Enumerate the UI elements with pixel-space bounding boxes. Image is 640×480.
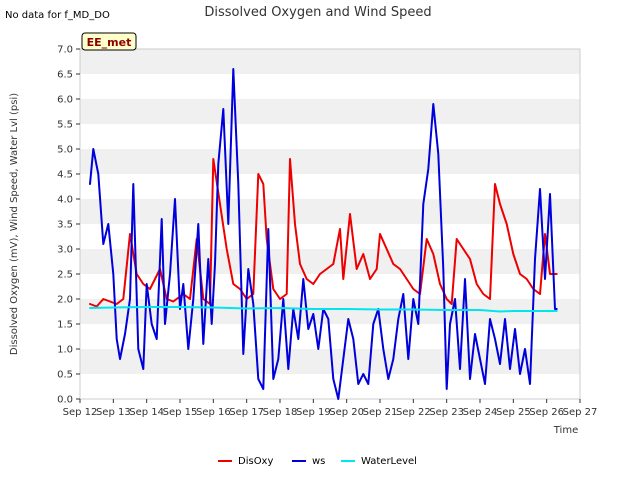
- y-tick-label: 4.5: [57, 170, 73, 181]
- y-tick-label: 0.5: [57, 370, 73, 381]
- y-axis: 0.0 0.5 1.0 1.5 2.0 2.5 3.0 3.5 4.0 4.5 5.0 5.5 6.0 6…: [57, 45, 80, 406]
- legend-label-ws: ws: [312, 456, 325, 467]
- x-axis-label: Time: [553, 425, 578, 436]
- y-tick-label: 0.0: [57, 395, 73, 406]
- grid-band: [80, 199, 580, 224]
- x-tick-label: Sep 12: [63, 407, 98, 418]
- x-tick-label: Sep 22: [396, 407, 431, 418]
- y-tick-label: 6.5: [57, 70, 73, 81]
- series-line-disoxy: [89, 158, 558, 308]
- x-tick-label: Sep 25: [496, 407, 531, 418]
- x-tick-label: Sep 14: [129, 407, 164, 418]
- x-tick-label: Sep 23: [429, 407, 464, 418]
- series-lines: [89, 68, 558, 400]
- x-tick-label: Sep 21: [363, 407, 398, 418]
- y-tick-label: 2.0: [57, 295, 73, 306]
- grid-band: [80, 124, 580, 149]
- x-tick-label: Sep 20: [329, 407, 364, 418]
- y-tick-label: 7.0: [57, 45, 73, 56]
- no-data-notice: No data for f_MD_DO: [5, 10, 110, 21]
- grid-band: [80, 74, 580, 99]
- x-tick-label: Sep 18: [263, 407, 298, 418]
- y-axis-label: Dissolved Oxygen (mV), Wind Speed, Water…: [9, 93, 20, 355]
- x-tick-label: Sep 15: [163, 407, 198, 418]
- y-tick-label: 3.0: [57, 245, 73, 256]
- y-tick-label: 1.5: [57, 320, 73, 331]
- station-label: EE_met: [87, 36, 132, 49]
- grid-band: [80, 49, 580, 74]
- y-tick-label: 2.5: [57, 270, 73, 281]
- x-tick-label: Sep 17: [229, 407, 264, 418]
- y-tick-label: 5.0: [57, 145, 73, 156]
- station-badge: EE_met: [81, 32, 137, 51]
- x-tick-label: Sep 27: [563, 407, 598, 418]
- grid-band: [80, 349, 580, 374]
- grid-band: [80, 249, 580, 274]
- x-tick-label: Sep 13: [96, 407, 131, 418]
- y-tick-label: 4.0: [57, 195, 73, 206]
- legend-label-waterlevel: WaterLevel: [361, 456, 417, 467]
- chart-title: Dissolved Oxygen and Wind Speed: [204, 5, 431, 20]
- grid-band: [80, 174, 580, 199]
- legend: DisOxy ws WaterLevel: [218, 456, 417, 467]
- x-tick-label: Sep 16: [196, 407, 231, 418]
- series-line-waterlevel: [89, 306, 558, 313]
- grid-band: [80, 99, 580, 124]
- legend-label-disoxy: DisOxy: [238, 456, 273, 467]
- x-tick-label: Sep 24: [463, 407, 498, 418]
- y-tick-label: 3.5: [57, 220, 73, 231]
- y-tick-label: 5.5: [57, 120, 73, 131]
- series-line-ws: [89, 68, 558, 400]
- y-tick-label: 1.0: [57, 345, 73, 356]
- grid-band: [80, 374, 580, 399]
- grid-band: [80, 224, 580, 249]
- grid-band: [80, 149, 580, 174]
- x-tick-label: Sep 26: [529, 407, 564, 418]
- station-badge-box: [81, 32, 137, 51]
- y-tick-label: 6.0: [57, 95, 73, 106]
- x-tick-label: Sep 19: [296, 407, 331, 418]
